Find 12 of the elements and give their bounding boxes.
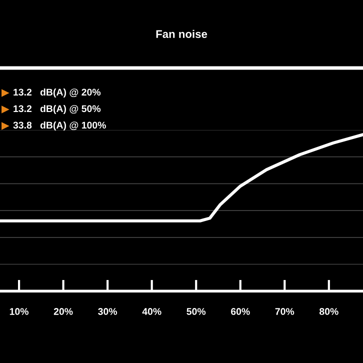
x-tick-label: 80% [319, 308, 338, 315]
x-tick-label: 40% [142, 308, 162, 315]
text: 13.2 dB(A) @ 20% [14, 88, 101, 98]
text: 13.2 dB(A) @ 50% [14, 104, 101, 114]
x-tick-label: 60% [231, 308, 250, 315]
chart-title: Fan noise [156, 30, 208, 38]
text: 33.8 dB(A) @ 100% [13, 121, 106, 131]
x-tick-label: 70% [275, 308, 294, 315]
x-tick-label: 50% [186, 308, 206, 315]
x-tick-label: 10% [10, 308, 29, 315]
x-tick-label: 30% [98, 308, 118, 315]
x-tick-label: 20% [54, 308, 73, 315]
